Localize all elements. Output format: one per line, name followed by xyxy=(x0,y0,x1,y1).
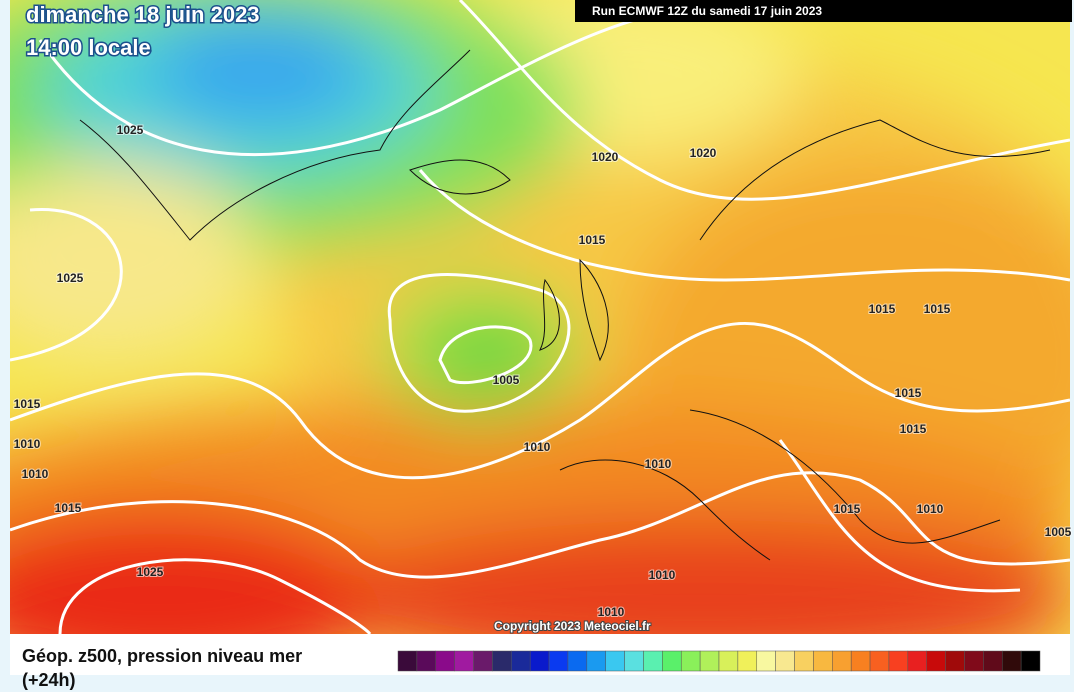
color-swatch xyxy=(813,650,833,672)
color-swatch xyxy=(454,650,474,672)
color-swatch xyxy=(662,650,682,672)
isobar-label: 1010 xyxy=(917,502,944,516)
color-swatch xyxy=(548,650,569,672)
legend-title: Géop. z500, pression niveau mer xyxy=(22,646,303,666)
color-swatch xyxy=(869,650,890,672)
isobar-label: 1015 xyxy=(14,397,41,411)
isobar-label: 1025 xyxy=(117,123,144,137)
color-swatch xyxy=(643,650,663,672)
color-swatch xyxy=(983,650,1003,672)
color-swatch xyxy=(926,650,946,672)
color-swatch xyxy=(492,650,512,672)
color-swatch xyxy=(794,650,814,672)
isobar-label: 1025 xyxy=(137,565,164,579)
isobar-label: 1015 xyxy=(579,233,606,247)
time: 14:00 locale xyxy=(26,35,151,60)
copyright: Copyright 2023 Meteociel.fr xyxy=(494,619,651,633)
color-swatch xyxy=(737,650,758,672)
isobar-label: 1015 xyxy=(55,501,82,515)
isobar-label: 1010 xyxy=(649,568,676,582)
isobar-label: 1010 xyxy=(14,437,41,451)
color-swatch xyxy=(529,650,550,672)
color-swatch xyxy=(756,650,776,672)
color-swatch xyxy=(680,650,701,672)
isobar-label: 1005 xyxy=(493,373,520,387)
isobar-label: 1015 xyxy=(834,502,861,516)
color-swatch xyxy=(888,650,909,672)
color-swatch xyxy=(586,650,606,672)
isobars xyxy=(10,0,1070,634)
isobar-label: 1015 xyxy=(895,386,922,400)
color-swatch xyxy=(605,650,625,672)
date: dimanche 18 juin 2023 xyxy=(26,2,260,27)
color-swatch xyxy=(511,650,531,672)
isobar-label: 1010 xyxy=(524,440,551,454)
isobar-label: 1010 xyxy=(598,605,625,619)
coastlines xyxy=(79,49,1051,561)
color-swatch xyxy=(416,650,437,672)
isobar-label: 1020 xyxy=(690,146,717,160)
color-swatch xyxy=(718,650,739,672)
isobar-label: 1020 xyxy=(592,150,619,164)
color-swatch xyxy=(850,650,871,672)
color-swatch xyxy=(699,650,720,672)
color-swatch xyxy=(1001,650,1022,672)
isobar-label: 1025 xyxy=(57,271,84,285)
footer: Géop. z500, pression niveau mer (+24h) xyxy=(22,644,302,692)
color-swatch xyxy=(945,650,965,672)
map: Run ECMWF 12Z du samedi 17 juin 2023 dim… xyxy=(10,0,1073,675)
color-swatch xyxy=(435,650,455,672)
color-swatch xyxy=(624,650,644,672)
isobar-label: 1015 xyxy=(869,302,896,316)
isobar-label: 1015 xyxy=(900,422,927,436)
isobar-label: 1010 xyxy=(645,457,672,471)
color-swatch xyxy=(832,650,852,672)
color-swatch xyxy=(473,650,493,672)
isobar-label: 1005 xyxy=(1045,525,1072,539)
lead-time: (+24h) xyxy=(22,670,76,690)
run-box xyxy=(575,0,1072,22)
color-swatch xyxy=(907,650,927,672)
isobar-label: 1010 xyxy=(22,467,49,481)
page: Run ECMWF 12Z du samedi 17 juin 2023 dim… xyxy=(10,0,1073,690)
isobar-label: 1015 xyxy=(924,302,951,316)
field xyxy=(10,0,1070,634)
color-swatch xyxy=(775,650,795,672)
color-swatch xyxy=(397,650,418,672)
color-swatch xyxy=(1020,650,1041,672)
color-swatch xyxy=(567,650,588,672)
run-info: Run ECMWF 12Z du samedi 17 juin 2023 xyxy=(592,4,822,18)
color-swatch xyxy=(964,650,984,672)
